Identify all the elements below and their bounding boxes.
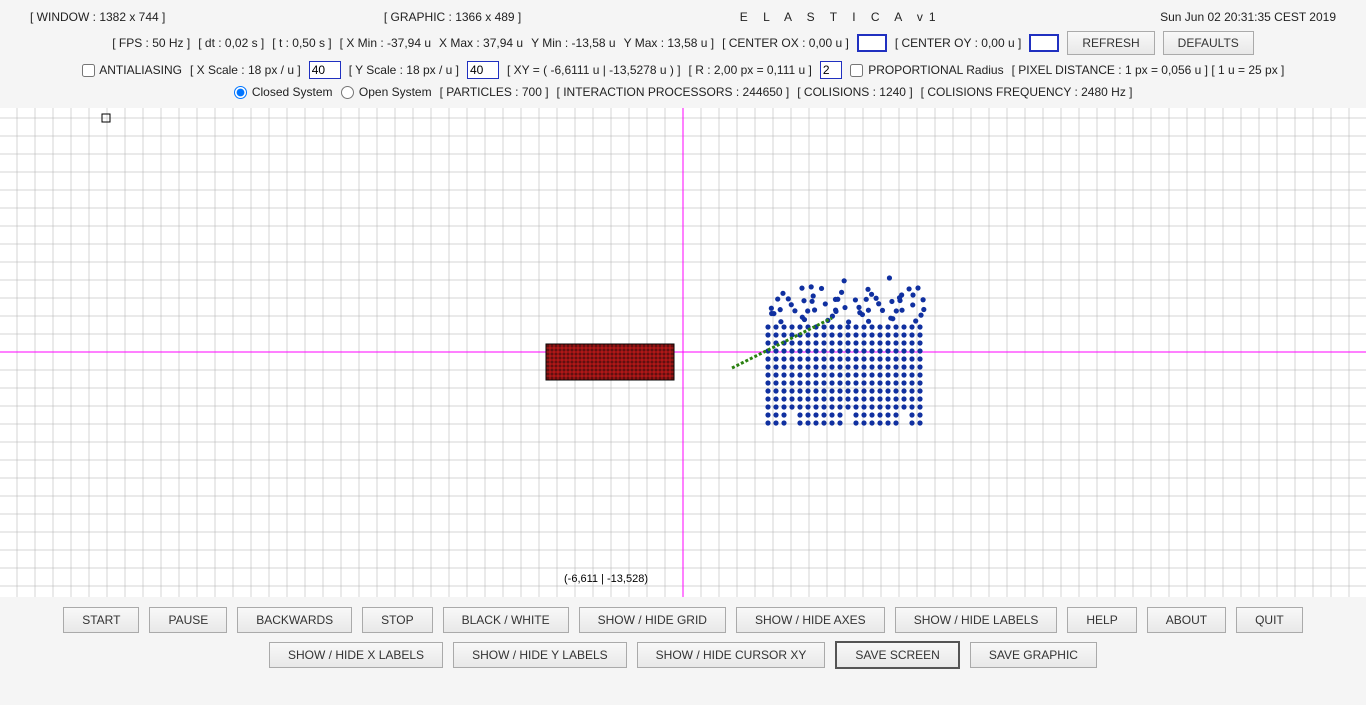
svg-text:(-6,611 | -13,528): (-6,611 | -13,528)	[564, 573, 648, 585]
pixel-distance-label: [ PIXEL DISTANCE : 1 px = 0,056 u ] [ 1 …	[1012, 63, 1285, 77]
footer-panel: STARTPAUSEBACKWARDSSTOPBLACK / WHITESHOW…	[0, 597, 1366, 679]
show-hide-labels-button[interactable]: SHOW / HIDE LABELS	[895, 607, 1058, 633]
save-screen-button[interactable]: SAVE SCREEN	[835, 641, 959, 669]
open-system-radio-label[interactable]: Open System	[341, 85, 432, 99]
simulation-canvas[interactable]: (-6,611 | -13,528)	[0, 108, 1366, 597]
xscale-label: [ X Scale : 18 px / u ]	[190, 63, 301, 77]
center-oy-input[interactable]	[1029, 34, 1059, 52]
antialiasing-checkbox-label[interactable]: ANTIALIASING	[82, 63, 182, 77]
open-system-text: Open System	[359, 85, 432, 99]
header-row-4: Closed System Open System [ PARTICLES : …	[0, 82, 1366, 102]
t-label: [ t : 0,50 s ]	[272, 36, 331, 50]
r-label: [ R : 2,00 px = 0,111 u ]	[689, 63, 812, 77]
pause-button[interactable]: PAUSE	[149, 607, 227, 633]
closed-system-radio[interactable]	[234, 86, 247, 99]
window-size-label: [ WINDOW : 1382 x 744 ]	[30, 10, 165, 24]
footer-row-1: START PAUSE BACKWARDS STOP BLACK / WHITE SHOW…	[0, 603, 1366, 637]
particles-label: [ PARTICLES : 700 ]	[440, 85, 549, 99]
open-system-radio[interactable]	[341, 86, 354, 99]
black-white-button[interactable]: BLACK / WHITE	[443, 607, 569, 633]
show-hide-x-labels-button[interactable]: SHOW / HIDE X LABELS	[269, 642, 443, 668]
antialiasing-checkbox[interactable]	[82, 64, 95, 77]
fps-label: [ FPS : 50 Hz ]	[112, 36, 190, 50]
defaults-button[interactable]: DEFAULTS	[1163, 31, 1254, 55]
quit-button[interactable]: QUIT	[1236, 607, 1303, 633]
header-row-3: ANTIALIASING [ X Scale : 18 px / u ] [ Y…	[0, 58, 1366, 82]
dt-label: [ dt : 0,02 s ]	[198, 36, 264, 50]
about-button[interactable]: ABOUT	[1147, 607, 1226, 633]
help-button[interactable]: HELP	[1067, 607, 1136, 633]
collisions-label: [ COLISIONS : 1240 ]	[797, 85, 912, 99]
proportional-text: PROPORTIONAL Radius	[868, 63, 1003, 77]
center-ox-label: [ CENTER OX : 0,00 u ]	[722, 36, 849, 50]
xy-label: [ XY = ( -6,6111 u | -13,5278 u ) ]	[507, 63, 681, 77]
timestamp-label: Sun Jun 02 20:31:35 CEST 2019	[1160, 10, 1336, 24]
collisions-freq-label: [ COLISIONS FREQUENCY : 2480 Hz ]	[921, 85, 1133, 99]
ymax-label: Y Max : 13,58 u ]	[624, 36, 715, 50]
ymin-label: Y Min : -13,58 u	[531, 36, 616, 50]
show-hide-axes-button[interactable]: SHOW / HIDE AXES	[736, 607, 885, 633]
graphic-size-label: [ GRAPHIC : 1366 x 489 ]	[384, 10, 521, 24]
center-ox-input[interactable]	[857, 34, 887, 52]
start-button[interactable]: START	[63, 607, 139, 633]
proportional-checkbox-label[interactable]: PROPORTIONAL Radius	[850, 63, 1004, 77]
stop-button[interactable]: STOP	[362, 607, 432, 633]
processors-label: [ INTERACTION PROCESSORS : 244650 ]	[557, 85, 790, 99]
show-hide-y-labels-button[interactable]: SHOW / HIDE Y LABELS	[453, 642, 627, 668]
app-title: E L A S T I C A v1	[740, 10, 942, 24]
header-row-2: [ FPS : 50 Hz ] [ dt : 0,02 s ] [ t : 0,…	[0, 28, 1366, 58]
yscale-label: [ Y Scale : 18 px / u ]	[349, 63, 459, 77]
center-oy-label: [ CENTER OY : 0,00 u ]	[895, 36, 1022, 50]
xmax-label: X Max : 37,94 u	[439, 36, 523, 50]
xmin-label: [ X Min : -37,94 u	[340, 36, 431, 50]
header-panel: [ WINDOW : 1382 x 744 ] [ GRAPHIC : 1366…	[0, 0, 1366, 108]
r-input[interactable]	[820, 61, 842, 79]
yscale-input[interactable]	[467, 61, 499, 79]
footer-row-2: SHOW / HIDE X LABELS SHOW / HIDE Y LABELS…	[0, 637, 1366, 673]
xscale-input[interactable]	[309, 61, 341, 79]
backwards-button[interactable]: BACKWARDS	[237, 607, 352, 633]
show-hide-cursor-xy-button[interactable]: SHOW / HIDE CURSOR XY	[637, 642, 826, 668]
closed-system-radio-label[interactable]: Closed System	[234, 85, 333, 99]
refresh-button[interactable]: REFRESH	[1067, 31, 1154, 55]
closed-system-text: Closed System	[252, 85, 333, 99]
antialiasing-text: ANTIALIASING	[99, 63, 182, 77]
proportional-checkbox[interactable]	[850, 64, 863, 77]
save-graphic-button[interactable]: SAVE GRAPHIC	[970, 642, 1097, 668]
show-hide-grid-button[interactable]: SHOW / HIDE GRID	[579, 607, 726, 633]
header-row-1: [ WINDOW : 1382 x 744 ] [ GRAPHIC : 1366…	[0, 6, 1366, 28]
